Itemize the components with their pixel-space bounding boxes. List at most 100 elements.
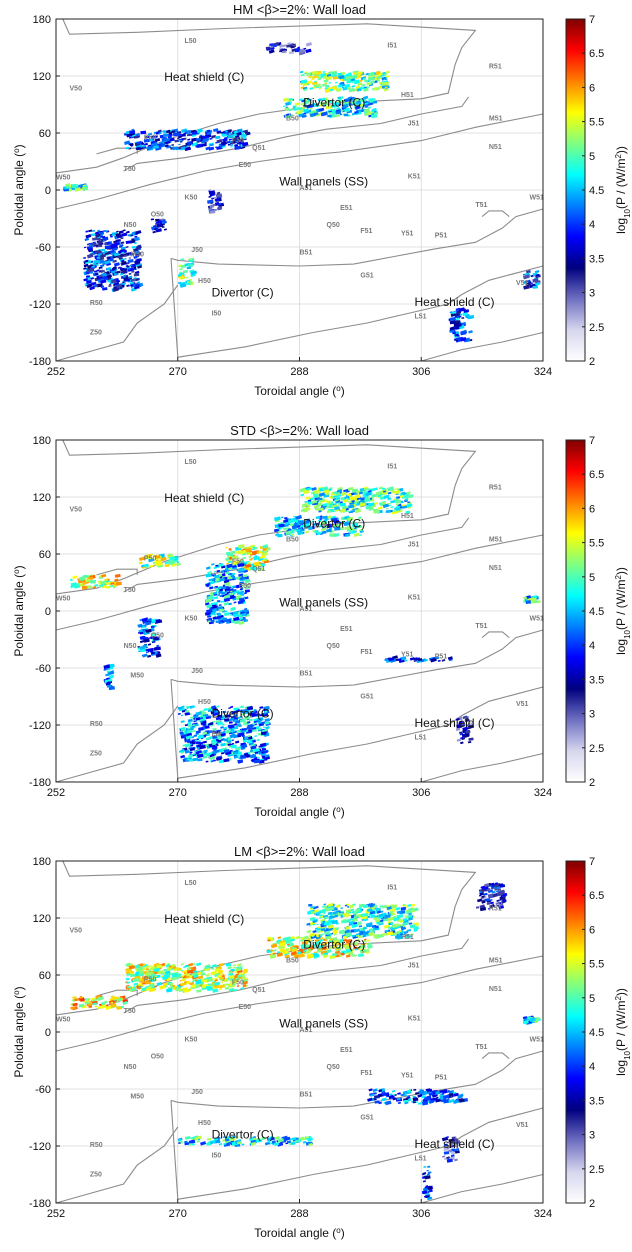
heat-mark xyxy=(173,132,180,137)
region-label: Heat shield (C) xyxy=(164,912,244,926)
heat-mark xyxy=(342,87,348,91)
x-tick-label: 270 xyxy=(169,366,187,378)
heat-mark xyxy=(191,142,198,147)
heat-mark xyxy=(189,982,195,986)
heat-mark xyxy=(313,112,319,116)
heat-mark xyxy=(338,75,345,80)
heat-mark xyxy=(413,1088,417,1091)
port-label: R51 xyxy=(489,905,502,912)
heat-mark xyxy=(288,51,294,55)
heat-mark xyxy=(72,996,77,999)
port-label: R50 xyxy=(90,721,103,728)
colorbar-tick-label: 3 xyxy=(589,1130,595,1142)
heat-mark xyxy=(331,71,338,75)
colorbar-tick-label: 4 xyxy=(589,219,595,231)
heat-mark xyxy=(235,144,239,147)
y-tick-label: -60 xyxy=(35,663,51,675)
x-tick-label: 270 xyxy=(169,1208,187,1220)
heat-mark xyxy=(326,73,332,78)
colorbar-tick-label: 6.5 xyxy=(589,469,604,481)
port-label: T50 xyxy=(124,587,136,594)
heat-mark xyxy=(368,97,374,102)
heat-mark xyxy=(308,903,313,907)
heat-mark xyxy=(277,534,283,538)
heat-mark xyxy=(367,101,371,104)
y-tick-label: -120 xyxy=(29,299,51,311)
heat-mark xyxy=(279,44,284,48)
port-label: N50 xyxy=(124,1064,137,1071)
colorbar-tick-label: 6 xyxy=(589,82,595,94)
heat-mark xyxy=(180,140,183,143)
colorbar-tick-label: 4 xyxy=(589,640,595,652)
port-label: N50 xyxy=(124,222,137,229)
y-tick-label: -180 xyxy=(29,777,51,789)
colorbar-tick-label: 5 xyxy=(589,151,595,163)
heat-mark xyxy=(305,42,313,47)
heat-mark xyxy=(327,114,332,118)
heat-mark xyxy=(215,146,218,149)
port-label: W50 xyxy=(56,596,71,603)
port-label: M50 xyxy=(130,252,144,259)
heat-mark xyxy=(140,130,147,135)
port-label: K50 xyxy=(185,195,198,202)
heat-mark xyxy=(197,128,202,132)
heat-mark xyxy=(182,137,187,140)
y-tick-label: -60 xyxy=(35,1084,51,1096)
heat-mark xyxy=(344,107,350,112)
port-label: G51 xyxy=(360,693,373,700)
heat-mark xyxy=(300,73,305,77)
heat-mark xyxy=(235,140,239,143)
port-label: L51 xyxy=(414,313,426,320)
heat-mark xyxy=(291,42,294,45)
port-label: H50 xyxy=(198,1120,211,1127)
port-label: F50 xyxy=(232,980,244,987)
heat-mark xyxy=(230,145,233,148)
heat-mark xyxy=(323,922,330,926)
heat-mark xyxy=(317,77,322,81)
heat-mark xyxy=(283,97,289,102)
port-label: Z50 xyxy=(90,329,102,336)
port-label: N51 xyxy=(489,144,502,151)
heat-mark xyxy=(384,86,388,89)
heat-mark xyxy=(286,44,291,48)
heat-mark xyxy=(235,747,241,751)
heat-mark xyxy=(158,132,162,135)
port-label: R51 xyxy=(489,484,502,491)
heat-mark xyxy=(427,1165,431,1168)
port-label: Q50 xyxy=(327,1064,340,1071)
heat-mark xyxy=(525,599,529,602)
heat-mark xyxy=(157,129,162,133)
lower-shield-boundary-left xyxy=(55,284,179,362)
heat-mark xyxy=(332,101,339,106)
colorbar-tick-label: 2 xyxy=(589,356,595,368)
heat-mark xyxy=(303,47,307,50)
colorbar-label: log10(P / (W/m2)) xyxy=(614,988,632,1076)
port-label: V50 xyxy=(70,927,83,934)
y-tick-label: 180 xyxy=(33,435,51,447)
heat-mark xyxy=(254,751,259,754)
heat-mark xyxy=(329,88,334,92)
heat-mark xyxy=(234,145,241,151)
heat-mark xyxy=(368,76,375,81)
heat-mark xyxy=(349,99,353,102)
heat-mark xyxy=(210,1141,214,1144)
colorbar-tick-label: 4.5 xyxy=(589,185,604,197)
port-label: W51 xyxy=(529,1037,544,1044)
heat-mark xyxy=(449,320,456,325)
port-label: F51 xyxy=(360,1070,372,1077)
port-label: G51 xyxy=(360,1114,373,1121)
heat-mark xyxy=(313,80,317,83)
heat-mark xyxy=(325,105,332,110)
heat-mark xyxy=(228,724,235,729)
heat-mark xyxy=(184,130,191,134)
heat-mark xyxy=(383,77,387,80)
heat-mark xyxy=(150,218,155,221)
heat-mark xyxy=(311,75,318,80)
heat-mark xyxy=(285,113,290,117)
heat-mark xyxy=(232,964,236,967)
colorbar-tick-label: 3.5 xyxy=(589,1095,604,1107)
heat-mark xyxy=(327,99,333,104)
heat-mark xyxy=(364,79,369,83)
port-label: K51 xyxy=(408,595,421,602)
port-label: T51 xyxy=(475,623,487,630)
